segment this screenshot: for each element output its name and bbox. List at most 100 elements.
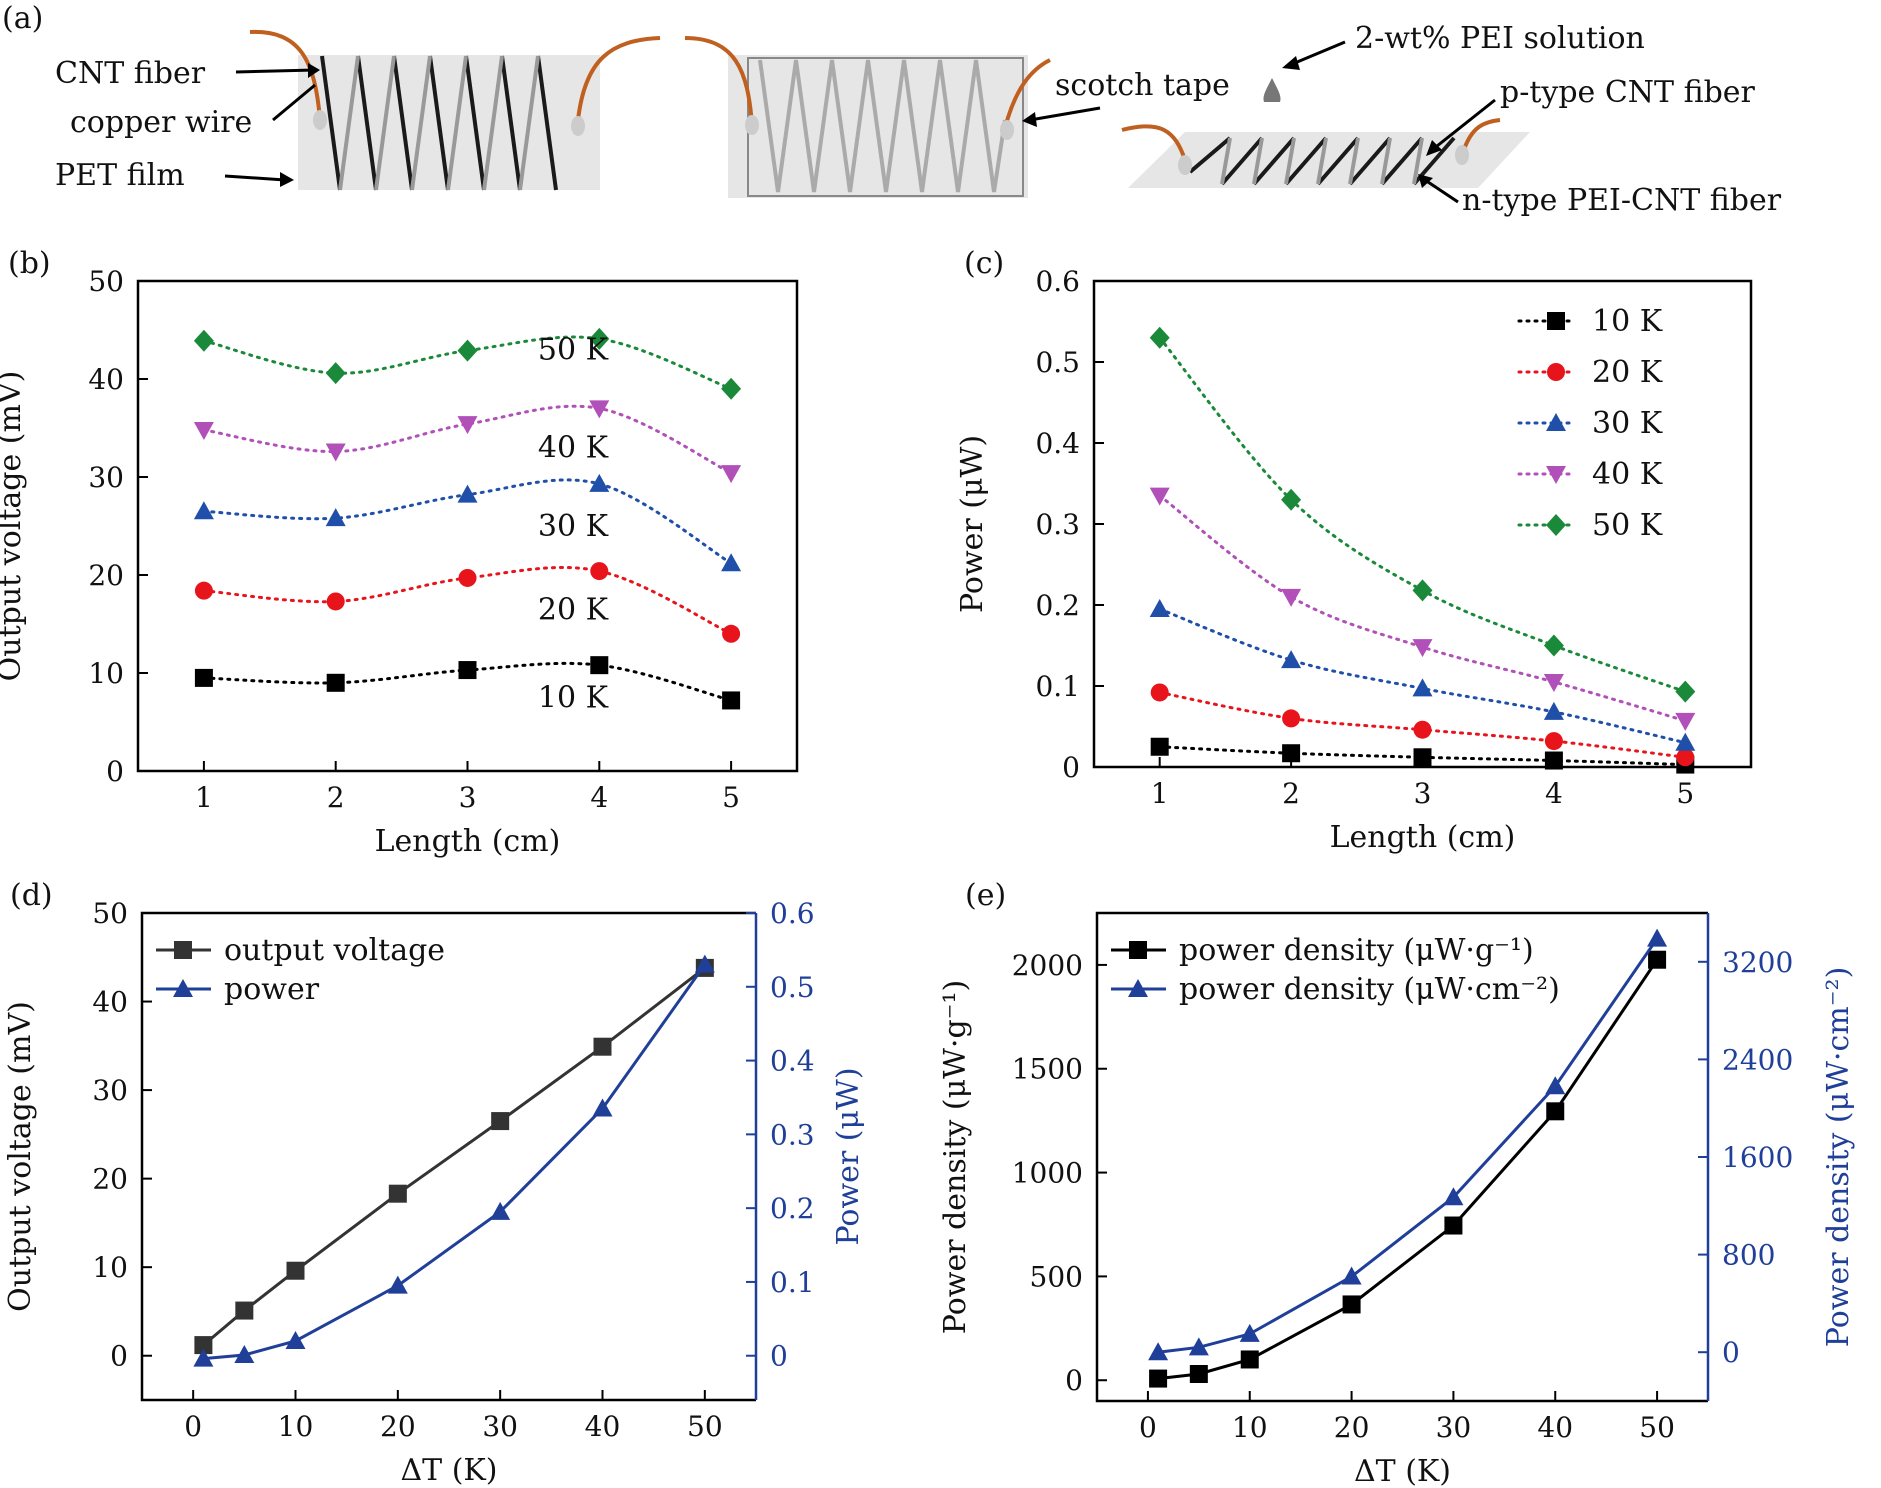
y-tick-label-left-e: 2000 <box>1012 949 1083 982</box>
y-tick-label-right-d: 0.2 <box>770 1192 815 1225</box>
y-tick-label-left-d: 20 <box>92 1163 128 1196</box>
x-axis-label-b: Length (cm) <box>375 824 561 859</box>
y-tick-label-left-d: 10 <box>92 1251 128 1284</box>
data-point-c-1-3 <box>1544 732 1563 751</box>
data-point-d-1-3 <box>387 1275 408 1294</box>
data-point-d-0-4 <box>491 1112 510 1131</box>
annotation-scotch-tape: scotch tape <box>1055 68 1230 103</box>
data-point-d-0-2 <box>286 1261 305 1280</box>
data-point-e-0-0 <box>1149 1369 1168 1388</box>
data-point-b-2-0 <box>193 501 214 520</box>
legend-marker-c-3 <box>1546 466 1566 484</box>
legend-label-d-1: power <box>224 972 320 1007</box>
annotation-p-type: p-type CNT fiber <box>1500 75 1756 110</box>
y-tick-label-b: 10 <box>88 657 124 690</box>
y-tick-label-right-e: 800 <box>1722 1239 1775 1272</box>
y-axis-label-right-e: Power density (μW·cm⁻²) <box>1821 967 1856 1348</box>
data-point-b-2-4 <box>721 553 742 572</box>
annotation-cnt-fiber: CNT fiber <box>55 56 206 91</box>
curve-label-b-4: 10 K <box>538 681 609 716</box>
arrowhead-n-type <box>1418 174 1433 188</box>
y-tick-label-right-d: 0.3 <box>770 1118 815 1151</box>
annotation-pei-solution: 2-wt% PEI solution <box>1355 21 1645 56</box>
legend-label-e-0: power density (μW·g⁻¹) <box>1179 933 1534 968</box>
data-point-b-1-3 <box>590 562 609 581</box>
data-point-c-0-3 <box>1544 751 1563 770</box>
y-axis-label-b: Output voltage (mV) <box>0 371 28 682</box>
y-tick-label-right-e: 1600 <box>1722 1141 1793 1174</box>
panel-label-e: (e) <box>965 878 1006 913</box>
x-tick-label-c: 1 <box>1151 777 1169 810</box>
data-point-d-0-3 <box>388 1184 407 1203</box>
y-tick-label-left-e: 0 <box>1065 1364 1083 1397</box>
data-point-e-1-6 <box>1647 928 1668 947</box>
data-point-d-1-1 <box>234 1344 255 1363</box>
data-point-b-4-4 <box>721 377 742 400</box>
pei-droplet-icon <box>1263 78 1281 102</box>
y-axis-label-right-d: Power (μW) <box>831 1067 866 1245</box>
contact-dot-1a <box>313 110 327 130</box>
x-tick-label-b: 5 <box>722 781 740 814</box>
y-tick-label-b: 30 <box>88 461 124 494</box>
data-point-c-1-4 <box>1676 748 1695 767</box>
data-point-b-4-0 <box>193 329 214 352</box>
x-tick-label-c: 5 <box>1676 777 1694 810</box>
x-tick-label-e: 40 <box>1537 1411 1573 1444</box>
arrow-scotch-tape <box>1029 106 1101 122</box>
x-tick-label-b: 3 <box>459 781 477 814</box>
n-type-fiber-coil <box>1220 137 1424 185</box>
legend-label-c-1: 20 K <box>1592 355 1663 390</box>
annotation-copper-wire: copper wire <box>70 105 252 140</box>
copper-wire-left-3 <box>1121 124 1187 161</box>
x-tick-label-d: 40 <box>585 1410 621 1443</box>
data-point-e-0-4 <box>1444 1216 1463 1235</box>
arrow-copper-wire <box>272 83 316 122</box>
cnt-fiber-coil-2 <box>758 59 1007 193</box>
data-point-d-1-0 <box>193 1348 214 1367</box>
x-tick-label-b: 1 <box>195 781 213 814</box>
y-tick-label-right-e: 2400 <box>1722 1043 1793 1076</box>
x-tick-label-d: 0 <box>184 1410 202 1443</box>
x-axis-label-d: ΔT (K) <box>400 1453 497 1488</box>
series-line-e-0 <box>1157 958 1659 1381</box>
data-point-b-1-4 <box>722 624 741 643</box>
series-line-d-0 <box>202 966 706 1347</box>
panel-a: (a) CNT fiber copper wire PET film scotc <box>2 1 1782 218</box>
data-point-e-1-2 <box>1239 1323 1260 1342</box>
y-axis-label-left-d: Output voltage (mV) <box>3 1001 38 1312</box>
arrowhead-scotch-tape <box>1022 112 1037 127</box>
data-point-e-1-5 <box>1545 1076 1566 1095</box>
data-point-c-3-0 <box>1149 487 1170 506</box>
data-point-b-1-2 <box>458 568 477 587</box>
y-tick-label-b: 40 <box>88 363 124 396</box>
data-point-c-3-2 <box>1412 639 1433 658</box>
x-tick-label-c: 4 <box>1545 777 1563 810</box>
cnt-fiber-coil-1 <box>320 55 558 191</box>
data-point-b-0-0 <box>194 668 213 687</box>
data-point-b-1-0 <box>194 581 213 600</box>
data-point-e-1-1 <box>1188 1337 1209 1356</box>
legend-marker-d-1 <box>173 979 193 997</box>
data-point-e-0-3 <box>1342 1295 1361 1314</box>
data-point-d-0-5 <box>593 1037 612 1056</box>
legend-label-c-0: 10 K <box>1592 304 1663 339</box>
data-point-c-2-0 <box>1149 599 1170 618</box>
data-point-b-1-1 <box>326 592 345 611</box>
y-axis-label-c: Power (μW) <box>955 435 990 613</box>
legend-label-c-4: 50 K <box>1592 508 1663 543</box>
y-tick-label-right-e: 0 <box>1722 1336 1740 1369</box>
x-tick-label-c: 2 <box>1282 777 1300 810</box>
y-tick-label-c: 0 <box>1062 751 1080 784</box>
data-point-e-0-6 <box>1648 950 1667 969</box>
data-point-e-1-3 <box>1341 1266 1362 1285</box>
cnt-fiber-back-1 <box>338 55 540 191</box>
y-tick-label-right-d: 0.4 <box>770 1045 815 1078</box>
data-point-c-2-3 <box>1543 701 1564 720</box>
y-tick-label-right-d: 0.1 <box>770 1266 815 1299</box>
data-point-e-0-1 <box>1189 1365 1208 1384</box>
data-point-e-1-0 <box>1148 1342 1169 1361</box>
data-point-e-0-5 <box>1546 1102 1565 1121</box>
x-tick-label-c: 3 <box>1414 777 1432 810</box>
